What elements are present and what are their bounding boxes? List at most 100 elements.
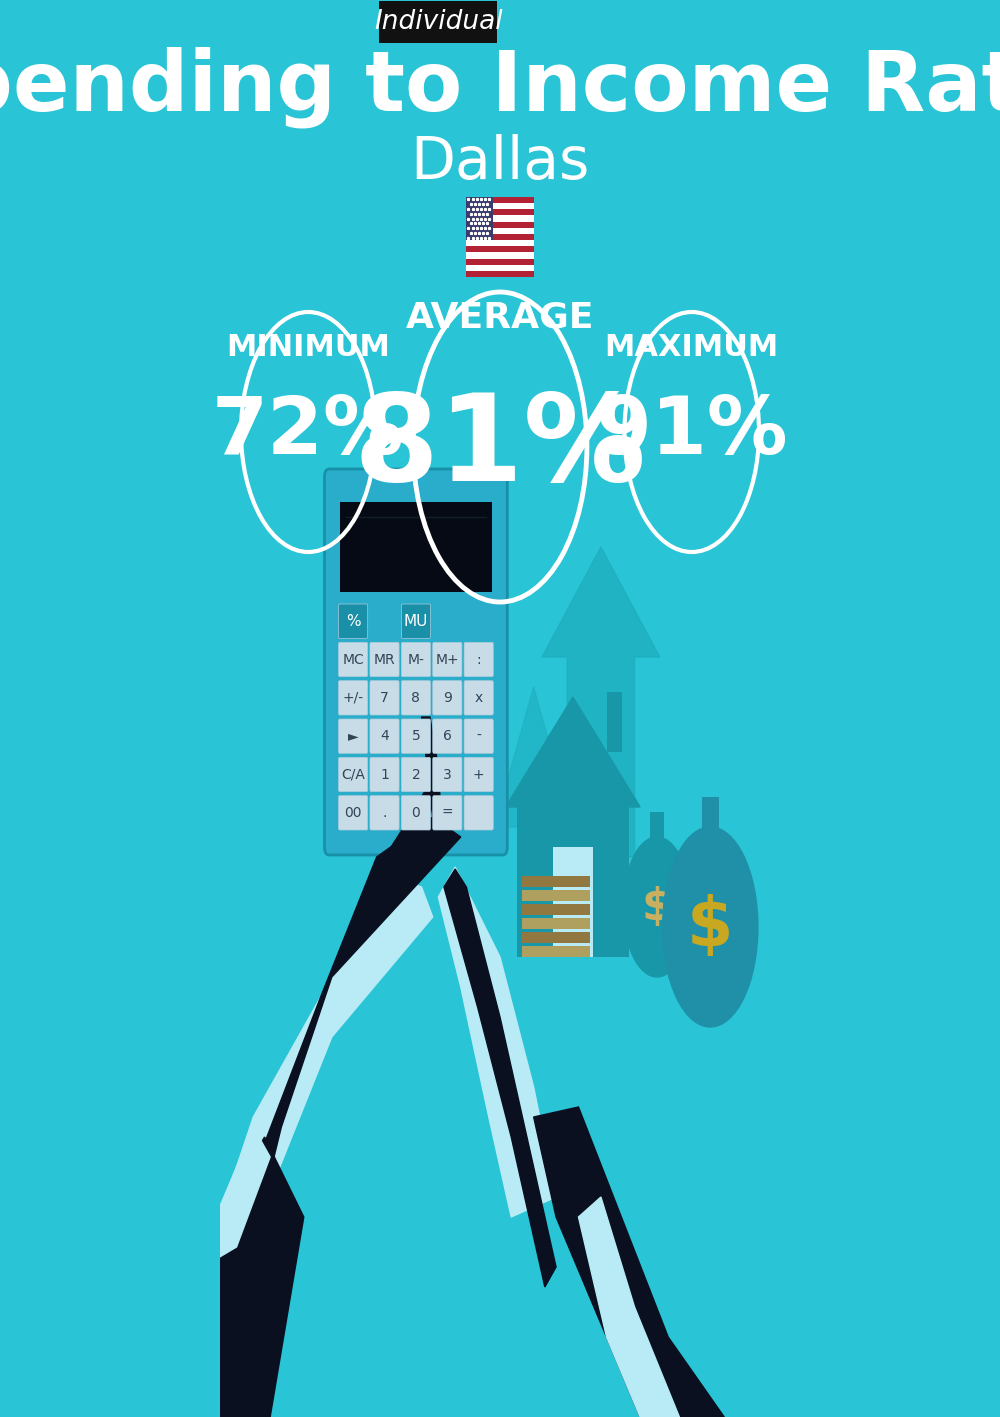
Ellipse shape: [623, 837, 691, 976]
Text: 72%: 72%: [212, 393, 405, 470]
FancyBboxPatch shape: [466, 271, 534, 276]
Text: =: =: [441, 806, 453, 820]
FancyBboxPatch shape: [522, 918, 590, 930]
FancyBboxPatch shape: [466, 234, 534, 239]
Polygon shape: [542, 547, 660, 857]
Text: 0: 0: [412, 806, 420, 820]
FancyBboxPatch shape: [433, 796, 462, 830]
FancyBboxPatch shape: [401, 796, 430, 830]
FancyBboxPatch shape: [553, 847, 593, 956]
Text: :: :: [476, 652, 481, 666]
Polygon shape: [220, 1127, 270, 1257]
Text: .: .: [382, 806, 387, 820]
Text: $: $: [641, 886, 672, 928]
Polygon shape: [534, 1107, 724, 1417]
Text: MU: MU: [404, 614, 428, 629]
Text: Dallas: Dallas: [410, 133, 590, 190]
Text: x: x: [475, 691, 483, 704]
Text: 9: 9: [443, 691, 452, 704]
Polygon shape: [388, 777, 438, 869]
FancyBboxPatch shape: [522, 876, 590, 887]
Text: C/A: C/A: [341, 768, 365, 782]
FancyBboxPatch shape: [339, 604, 368, 638]
Text: $: $: [687, 894, 733, 959]
FancyBboxPatch shape: [433, 757, 462, 792]
FancyBboxPatch shape: [466, 210, 534, 215]
Ellipse shape: [663, 828, 758, 1027]
FancyBboxPatch shape: [464, 680, 493, 716]
FancyBboxPatch shape: [702, 796, 719, 837]
Polygon shape: [220, 1136, 304, 1417]
FancyBboxPatch shape: [339, 796, 368, 830]
FancyBboxPatch shape: [339, 718, 368, 754]
Text: 81%: 81%: [354, 388, 646, 506]
Text: +: +: [473, 768, 485, 782]
FancyBboxPatch shape: [650, 812, 664, 842]
Text: 7: 7: [380, 691, 389, 704]
FancyBboxPatch shape: [325, 469, 507, 854]
Text: 2: 2: [412, 768, 420, 782]
FancyBboxPatch shape: [370, 680, 399, 716]
Text: Individual: Individual: [374, 9, 503, 35]
FancyBboxPatch shape: [522, 904, 590, 915]
FancyBboxPatch shape: [522, 947, 590, 956]
Polygon shape: [220, 818, 461, 1287]
FancyBboxPatch shape: [370, 757, 399, 792]
Text: MC: MC: [342, 652, 364, 666]
Text: ►: ►: [348, 730, 358, 743]
Text: +/-: +/-: [343, 691, 364, 704]
FancyBboxPatch shape: [464, 796, 493, 830]
FancyBboxPatch shape: [433, 642, 462, 677]
Text: MR: MR: [374, 652, 395, 666]
FancyBboxPatch shape: [339, 680, 368, 716]
FancyBboxPatch shape: [370, 718, 399, 754]
Text: 3: 3: [443, 768, 452, 782]
FancyBboxPatch shape: [401, 757, 430, 792]
Text: MINIMUM: MINIMUM: [226, 333, 390, 361]
FancyBboxPatch shape: [379, 1, 497, 43]
Text: MAXIMUM: MAXIMUM: [605, 333, 779, 361]
FancyBboxPatch shape: [433, 718, 462, 754]
FancyBboxPatch shape: [466, 258, 534, 265]
Text: %: %: [346, 614, 360, 629]
Text: -: -: [476, 730, 481, 743]
FancyBboxPatch shape: [522, 890, 590, 901]
FancyBboxPatch shape: [464, 718, 493, 754]
FancyBboxPatch shape: [464, 642, 493, 677]
Text: 00: 00: [344, 806, 362, 820]
FancyBboxPatch shape: [466, 247, 534, 252]
FancyBboxPatch shape: [340, 502, 492, 592]
Text: 5: 5: [412, 730, 420, 743]
Polygon shape: [494, 687, 573, 828]
FancyBboxPatch shape: [401, 718, 430, 754]
FancyBboxPatch shape: [339, 757, 368, 792]
FancyBboxPatch shape: [401, 680, 430, 716]
Text: 1: 1: [380, 768, 389, 782]
FancyBboxPatch shape: [607, 691, 622, 752]
Text: 8: 8: [411, 691, 420, 704]
Polygon shape: [578, 1197, 679, 1417]
Text: 6: 6: [443, 730, 452, 743]
Polygon shape: [371, 616, 461, 767]
FancyBboxPatch shape: [466, 197, 534, 203]
Polygon shape: [444, 869, 556, 1287]
Polygon shape: [438, 867, 556, 1217]
FancyBboxPatch shape: [401, 604, 430, 638]
FancyBboxPatch shape: [370, 796, 399, 830]
Text: 91%: 91%: [595, 393, 788, 470]
FancyBboxPatch shape: [466, 197, 493, 239]
Text: M+: M+: [435, 652, 459, 666]
Text: M-: M-: [407, 652, 424, 666]
FancyBboxPatch shape: [464, 757, 493, 792]
Polygon shape: [506, 697, 640, 808]
FancyBboxPatch shape: [466, 197, 534, 276]
FancyBboxPatch shape: [433, 680, 462, 716]
FancyBboxPatch shape: [339, 642, 368, 677]
FancyBboxPatch shape: [466, 221, 534, 228]
FancyBboxPatch shape: [401, 642, 430, 677]
Polygon shape: [422, 717, 441, 819]
FancyBboxPatch shape: [522, 932, 590, 942]
Text: Spending to Income Ratio: Spending to Income Ratio: [0, 47, 1000, 128]
FancyBboxPatch shape: [370, 642, 399, 677]
Text: AVERAGE: AVERAGE: [406, 300, 594, 334]
